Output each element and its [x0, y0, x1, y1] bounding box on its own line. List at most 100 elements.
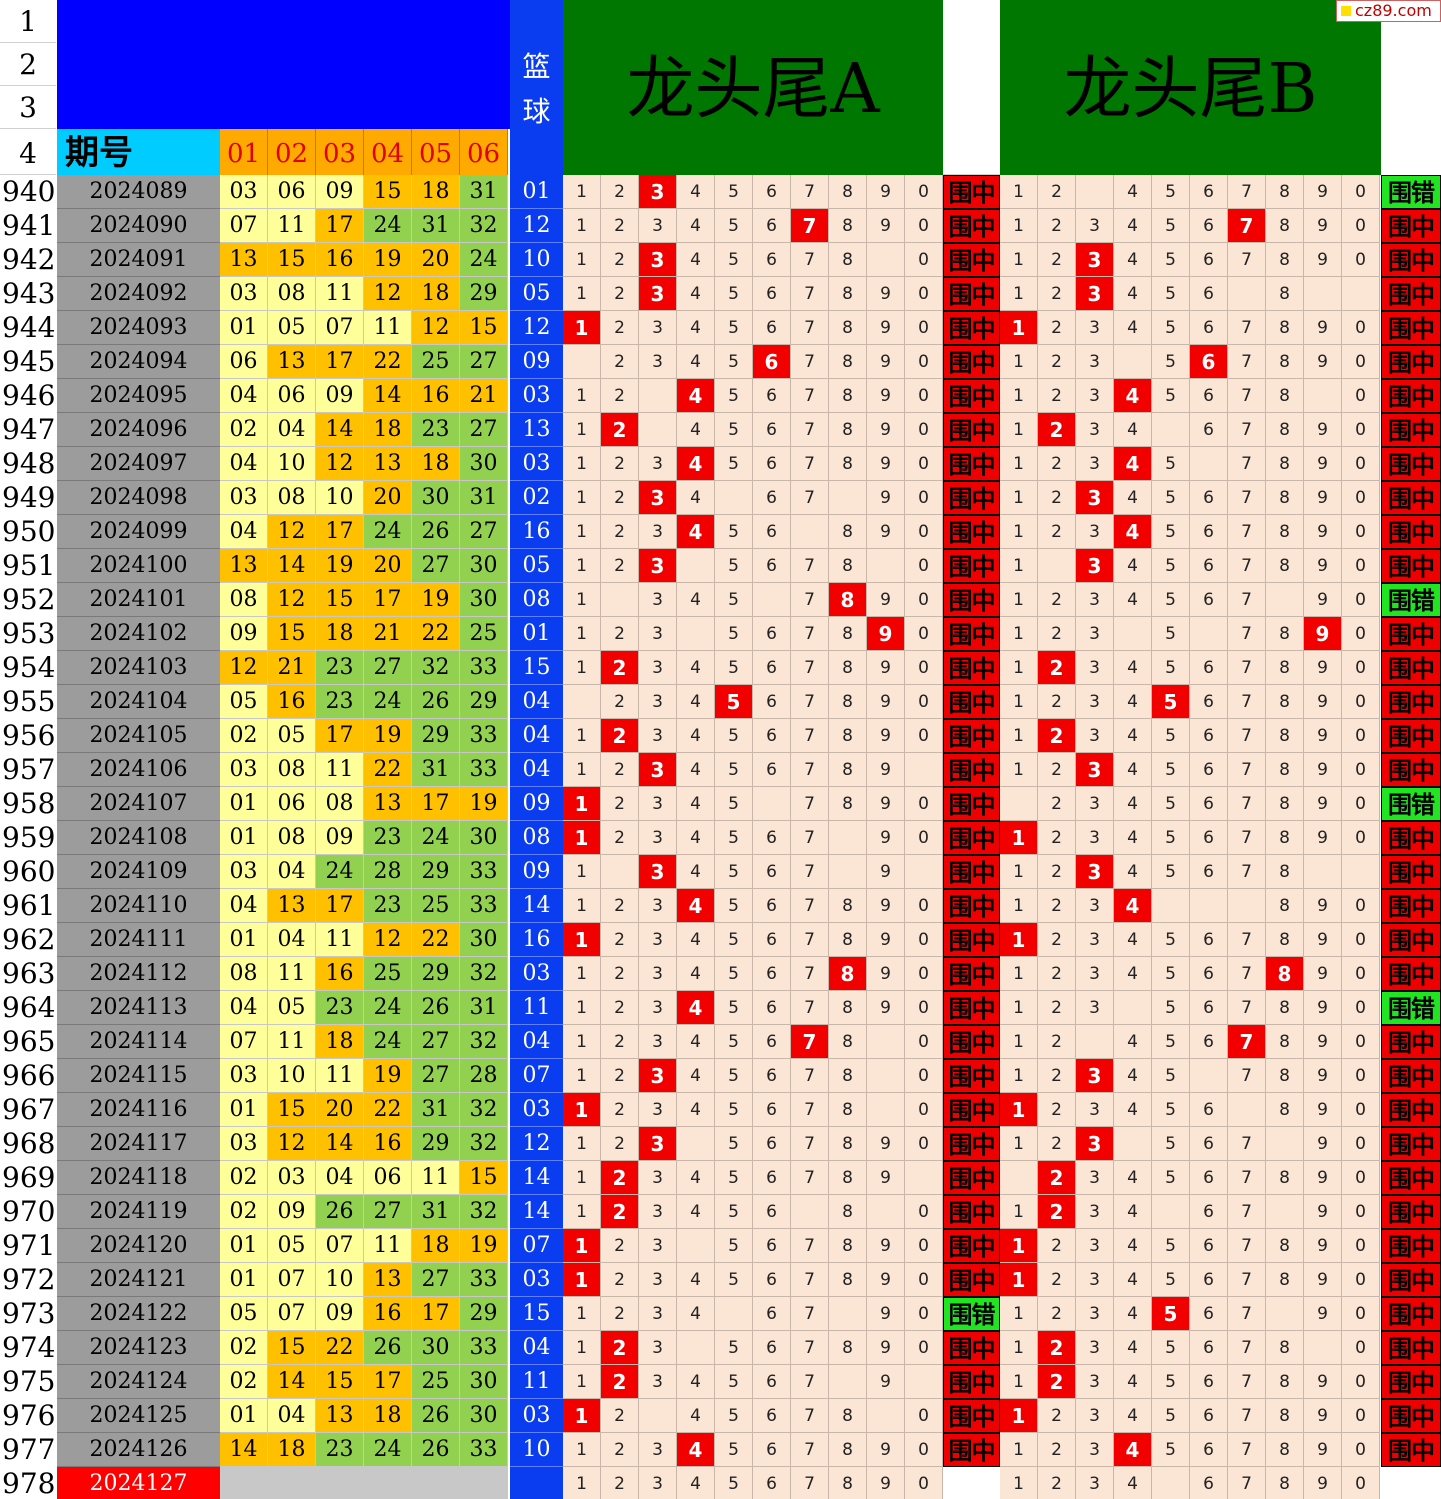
number-cell: 27 — [460, 345, 508, 379]
tail-a-digit-cell: 2 — [601, 447, 639, 481]
tail-a-result: 围中 — [943, 277, 1000, 311]
tail-b-digit-cell: 1 — [1000, 1229, 1038, 1263]
tail-b-digit-cell — [1152, 413, 1190, 447]
number-cell: 23 — [316, 651, 364, 685]
tail-b-digit-cell: 4 — [1114, 923, 1152, 957]
tail-b-digit-cell: 0 — [1342, 175, 1380, 209]
number-cell: 19 — [412, 583, 460, 617]
row-number: 958 — [0, 787, 56, 821]
number-cell: 15 — [364, 175, 412, 209]
number-cell: 29 — [460, 1297, 508, 1331]
tail-b-digit-cell: 0 — [1342, 1433, 1380, 1467]
tail-a-digit-cell: 6 — [753, 549, 791, 583]
tail-a-digit-cell: 6 — [753, 1433, 791, 1467]
tail-b-digit-cell: 0 — [1342, 821, 1380, 855]
tail-b-digit-cell: 0 — [1342, 1025, 1380, 1059]
number-cell: 30 — [460, 549, 508, 583]
tail-b-digit-cell: 6 — [1190, 1093, 1228, 1127]
tail-a-digit-cell: 8 — [829, 1161, 867, 1195]
tail-a-digit-cell: 2 — [601, 1263, 639, 1297]
tail-b-result: 围中 — [1381, 515, 1441, 549]
tail-b-digit-cell: 7 — [1228, 1365, 1266, 1399]
number-cell: 18 — [268, 1433, 316, 1467]
tail-a-digit-cell: 0 — [905, 481, 943, 515]
tail-a-digit-cell: 2 — [601, 719, 639, 753]
number-cell: 15 — [268, 1093, 316, 1127]
tail-b-digit-cell — [1076, 175, 1114, 209]
tail-b-digit-cell: 4 — [1114, 549, 1152, 583]
row-number: 964 — [0, 991, 56, 1025]
tail-a-digit-cell: 3 — [639, 991, 677, 1025]
number-cell: 23 — [316, 991, 364, 1025]
tail-b-digit-cell: 4 — [1114, 1059, 1152, 1093]
tail-a-digit-cell: 8 — [829, 1399, 867, 1433]
tail-a-digit-cell — [677, 1229, 715, 1263]
tail-a-digit-cell: 6 — [753, 379, 791, 413]
tail-a-digit-cell: 9 — [867, 1331, 905, 1365]
tail-b-digit-cell: 9 — [1304, 787, 1342, 821]
tail-b-result: 围中 — [1381, 753, 1441, 787]
number-cell: 13 — [364, 787, 412, 821]
tail-b-digit-cell: 0 — [1342, 549, 1380, 583]
data-rows: 940 2024089 03 06 09 15 18 31 01 1 2 3 4 5 6 7 8 9 0 围中 1 2 4 5… — [0, 175, 1441, 1499]
tail-b-digit-cell: 7 — [1228, 1297, 1266, 1331]
tail-b-digit-cell: 5 — [1152, 379, 1190, 413]
number-cell: 17 — [316, 345, 364, 379]
tail-b-digit-cell: 5 — [1152, 617, 1190, 651]
tail-b-digit-cell: 2 — [1038, 379, 1076, 413]
tail-a-digit-cell: 1 — [563, 855, 601, 889]
tail-b-digit-cell: 3 — [1076, 1059, 1114, 1093]
tail-a-digit-cell: 6 — [753, 175, 791, 209]
tail-b-result: 围中 — [1381, 685, 1441, 719]
tail-b-digit-cell: 8 — [1266, 447, 1304, 481]
number-cell: 31 — [460, 481, 508, 515]
tail-b-result: 围中 — [1381, 1263, 1441, 1297]
tail-a-digit-cell: 2 — [601, 617, 639, 651]
tail-a-digit-cell: 4 — [677, 719, 715, 753]
tail-b-digit-cell: 7 — [1228, 1025, 1266, 1059]
number-cell: 15 — [268, 243, 316, 277]
tail-a-digit-cell: 8 — [829, 379, 867, 413]
tail-a-digit-cell: 3 — [639, 1161, 677, 1195]
tail-b-digit-cell: 8 — [1266, 787, 1304, 821]
tail-a-digit-cell: 8 — [829, 583, 867, 617]
row-number: 957 — [0, 753, 56, 787]
number-cell: 22 — [316, 1331, 364, 1365]
tail-a-digit-cell: 3 — [639, 787, 677, 821]
tail-a-digit-cell: 4 — [677, 991, 715, 1025]
tail-b-digit-cell — [1000, 1161, 1038, 1195]
number-cell: 33 — [460, 753, 508, 787]
ball-cell: 04 — [510, 1331, 563, 1365]
tail-b-digit-cell: 8 — [1266, 889, 1304, 923]
issue-cell: 2024112 — [57, 957, 220, 991]
tail-b-digit-cell: 2 — [1038, 413, 1076, 447]
tail-b-digit-cell: 8 — [1266, 481, 1304, 515]
tail-a-digit-cell: 0 — [905, 1263, 943, 1297]
tail-a-digit-cell: 1 — [563, 991, 601, 1025]
tail-a-digit-cell: 2 — [601, 345, 639, 379]
row-number: 946 — [0, 379, 56, 413]
tail-b-digit-cell: 9 — [1304, 821, 1342, 855]
tail-a-digit-cell: 5 — [715, 1399, 753, 1433]
tail-a-digit-cell: 5 — [715, 243, 753, 277]
number-cell: 03 — [220, 855, 268, 889]
tail-b-digit-cell: 2 — [1038, 855, 1076, 889]
tail-b-digit-cell: 2 — [1038, 1467, 1076, 1499]
tail-a-digit-cell: 5 — [715, 1025, 753, 1059]
number-cell: 05 — [268, 991, 316, 1025]
tail-b-digit-cell: 2 — [1038, 957, 1076, 991]
tail-b-result: 围中 — [1381, 1093, 1441, 1127]
tail-b-digit-cell: 9 — [1304, 753, 1342, 787]
tail-b-digit-cell: 4 — [1114, 821, 1152, 855]
number-cell: 11 — [364, 1229, 412, 1263]
tail-b-digit-cell: 7 — [1228, 243, 1266, 277]
tail-a-digit-cell: 2 — [601, 481, 639, 515]
number-cell: 20 — [316, 1093, 364, 1127]
number-cell: 27 — [412, 549, 460, 583]
tail-a-digit-cell: 3 — [639, 957, 677, 991]
tail-a-digit-cell: 0 — [905, 1433, 943, 1467]
ball-cell: 03 — [510, 957, 563, 991]
tail-a-result: 围中 — [943, 447, 1000, 481]
tail-b-digit-cell: 5 — [1152, 719, 1190, 753]
number-cell: 19 — [460, 787, 508, 821]
